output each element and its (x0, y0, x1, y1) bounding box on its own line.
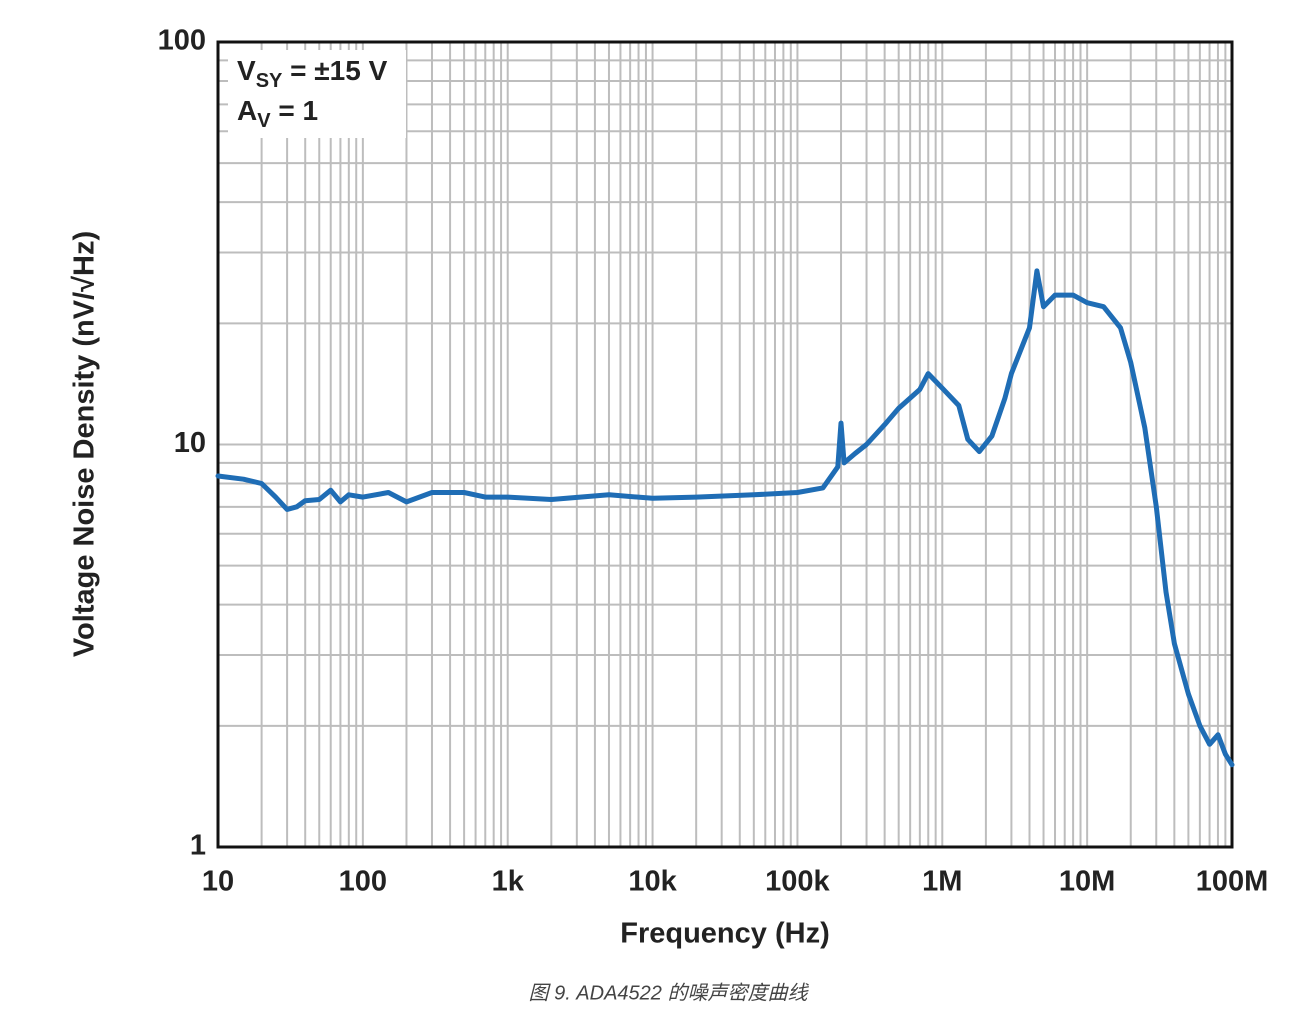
x-axis-title: Frequency (Hz) (620, 918, 829, 950)
grid (217, 41, 1233, 848)
annotation-subscript: V (257, 110, 271, 132)
annotation-suffix: = ±15 V (282, 55, 387, 86)
x-tick-label: 10M (1059, 866, 1115, 898)
y-tick-label: 10 (174, 427, 206, 459)
x-tick-label: 10 (202, 866, 234, 898)
annotation-suffix: = 1 (271, 95, 318, 126)
annotation-text: A (237, 95, 257, 126)
x-tick-label: 100k (765, 866, 830, 898)
caption: 图 9. ADA4522 的噪声密度曲线 (529, 982, 810, 1004)
annotation: AV = 1 (237, 95, 318, 132)
annotation-subscript: SY (256, 70, 283, 92)
y-tick-label: 100 (158, 25, 206, 57)
annotation-box (228, 50, 406, 138)
plot-frame (216, 40, 1234, 849)
x-tick-label: 100M (1196, 866, 1269, 898)
x-tick-label: 1k (492, 866, 525, 898)
y-tick-label: 1 (190, 830, 206, 862)
x-tick-label: 100 (339, 866, 387, 898)
data-line (215, 268, 1235, 768)
x-tick-label: 10k (628, 866, 677, 898)
x-tick-label: 1M (922, 866, 962, 898)
annotation-text: V (237, 55, 256, 86)
annotation: VSY = ±15 V (237, 55, 388, 92)
y-axis-title: Voltage Noise Density (nV/√Hz) (69, 231, 101, 657)
